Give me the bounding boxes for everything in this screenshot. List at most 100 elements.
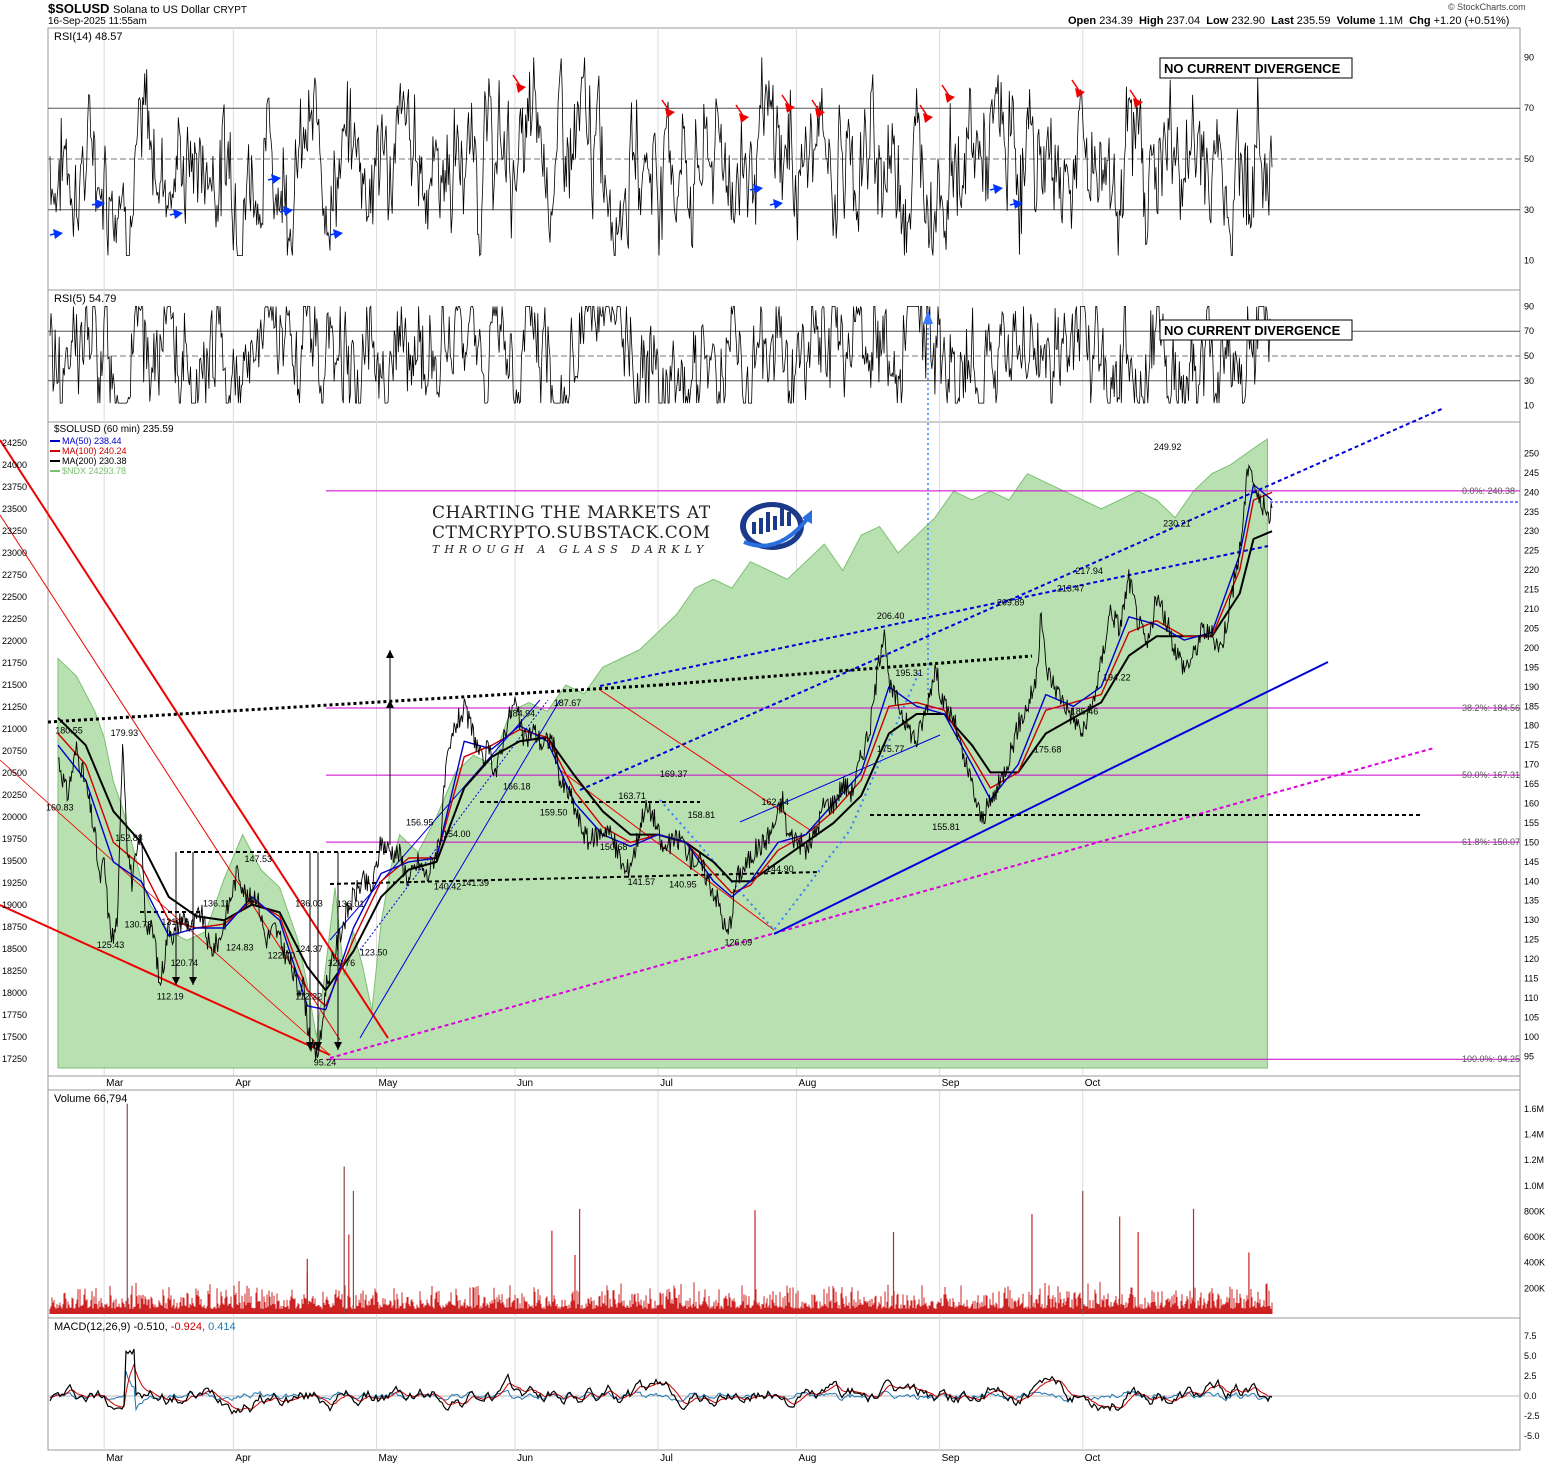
price-data-label: 154.00 (443, 829, 471, 839)
high-value: 237.04 (1166, 15, 1201, 27)
bullish-divergence-icon-head (53, 229, 63, 239)
x-tick-label-bottom: Aug (799, 1453, 817, 1464)
macd-y-tick: 7.5 (1524, 1331, 1537, 1341)
price-data-label: 122.70 (268, 951, 296, 961)
ndx-y-tick: 20250 (2, 790, 27, 800)
price-y-tick: 135 (1524, 896, 1539, 906)
price-y-tick: 165 (1524, 779, 1539, 789)
ndx-y-tick: 20000 (2, 812, 27, 822)
ndx-y-tick: 22750 (2, 570, 27, 580)
price-data-label: 179.93 (111, 728, 139, 738)
rsi-label: RSI(14) 48.57 (54, 31, 122, 43)
symbol-title: $SOLUSD Solana to US Dollar CRYPT (48, 1, 247, 16)
bullish-divergence-icon-head (271, 174, 281, 184)
chg-label: Chg (1409, 15, 1431, 27)
price-y-tick: 230 (1524, 526, 1539, 536)
ndx-y-tick: 23500 (2, 504, 27, 514)
macd-histogram (49, 1370, 1273, 1412)
datetime: 16-Sep-2025 11:55am (48, 16, 147, 27)
ndx-y-tick: 18750 (2, 922, 27, 932)
price-data-label: 206.40 (877, 611, 905, 621)
price-y-tick: 160 (1524, 799, 1539, 809)
divergence-text: NO CURRENT DIVERGENCE (1164, 323, 1341, 338)
legend-label: $NDX 24293.78 (62, 466, 126, 476)
volume-y-tick: 200K (1524, 1283, 1545, 1293)
price-data-label: 185.46 (1071, 706, 1099, 716)
volume-y-tick: 800K (1524, 1206, 1545, 1216)
bearish-divergence-icon-head (1075, 88, 1085, 98)
legend-label: MA(50) 238.44 (62, 436, 122, 446)
bearish-divergence-icon-head (739, 113, 749, 123)
rsi-y-tick: 30 (1524, 205, 1534, 215)
divergence-box (1159, 319, 1353, 341)
price-title: $SOLUSD (60 min) 235.59 (54, 424, 174, 435)
price-data-label: 136.11 (203, 898, 230, 908)
stockcharts-watermark: © StockCharts.com (1448, 2, 1526, 12)
legend-label: MA(200) 230.38 (62, 456, 127, 466)
branding-logo-icon (740, 502, 812, 550)
volume-y-tick: 1.4M (1524, 1129, 1544, 1139)
blue-support-trendline (773, 661, 1329, 935)
bullish-divergence-icon-head (993, 184, 1003, 194)
ndx-y-tick: 21750 (2, 658, 27, 668)
divergence-note: NO CURRENT DIVERGENCE (1159, 57, 1353, 79)
price-data-label: 175.77 (877, 744, 905, 754)
ndx-y-tick: 21250 (2, 702, 27, 712)
macd-y-tick: 5.0 (1524, 1351, 1537, 1361)
ndx-area (57, 438, 1268, 1069)
ma-line-50 (57, 483, 1273, 1011)
price-y-tick: 210 (1524, 604, 1539, 614)
price-data-label: 130.73 (124, 919, 152, 929)
ndx-y-tick: 22000 (2, 636, 27, 646)
bullish-divergence-icon-head (753, 184, 763, 194)
ndx-y-tick: 23750 (2, 482, 27, 492)
red-resistance-trendline (0, 439, 389, 1039)
bearish-divergence-icon-head (516, 83, 526, 93)
measure-arrow-icon (189, 977, 197, 985)
exchange: CRYPT (213, 5, 247, 16)
ohlc-summary: Open 234.39 High 237.04 Low 232.90 Last … (1068, 15, 1509, 27)
price-data-label: 95.24 (314, 1057, 337, 1067)
price-data-label: 158.81 (688, 810, 716, 820)
price-data-label: 159.50 (540, 807, 568, 817)
price-data-label: 169.37 (660, 769, 688, 779)
price-y-tick: 105 (1524, 1012, 1539, 1022)
price-y-tick: 225 (1524, 546, 1539, 556)
x-tick-label: Aug (799, 1078, 817, 1089)
x-tick-label-bottom: Sep (942, 1453, 960, 1464)
ndx-y-tick: 21500 (2, 680, 27, 690)
ndx-y-tick: 20750 (2, 746, 27, 756)
price-data-label: 125.43 (97, 940, 125, 950)
bearish-divergence-icon-head (945, 93, 955, 103)
fib-level-label: 0.0%: 240.38 (1462, 486, 1515, 496)
fib-level-label: 50.0%: 167.31 (1462, 770, 1520, 780)
x-tick-label: Jul (660, 1078, 673, 1089)
rsi-line (49, 57, 1273, 257)
ndx-y-tick: 18250 (2, 966, 27, 976)
x-tick-label: Mar (106, 1078, 124, 1089)
price-data-label: 144.90 (766, 864, 794, 874)
macd-y-tick: -2.5 (1524, 1411, 1540, 1421)
ndx-y-tick: 24250 (2, 438, 27, 448)
bearish-divergence-icon-head (665, 108, 675, 118)
x-axis-band (47, 1075, 1521, 1091)
macd-y-tick: 2.5 (1524, 1371, 1537, 1381)
x-tick-label-bottom: Jul (660, 1453, 673, 1464)
rsi-y-tick: 10 (1524, 256, 1534, 266)
black-resistance-trendline (659, 654, 1033, 687)
price-y-tick: 180 (1524, 721, 1539, 731)
bearish-divergence-icon-head (1133, 98, 1143, 108)
price-data-label: 123.50 (360, 947, 388, 957)
price-data-label: 147.53 (244, 854, 272, 864)
blue-channel-line (739, 734, 941, 823)
open-value: 234.39 (1099, 15, 1133, 27)
fib-level-label: 61.8%: 150.07 (1462, 837, 1520, 847)
price-y-tick: 145 (1524, 857, 1539, 867)
blue-dotted-upper-trendline (599, 545, 1269, 687)
ndx-y-tick: 23000 (2, 548, 27, 558)
rsi-y-tick: 90 (1524, 52, 1534, 62)
price-data-label: 187.67 (554, 698, 582, 708)
bullish-divergence-icon-head (773, 199, 783, 209)
measure-arrow-icon (314, 1042, 322, 1050)
